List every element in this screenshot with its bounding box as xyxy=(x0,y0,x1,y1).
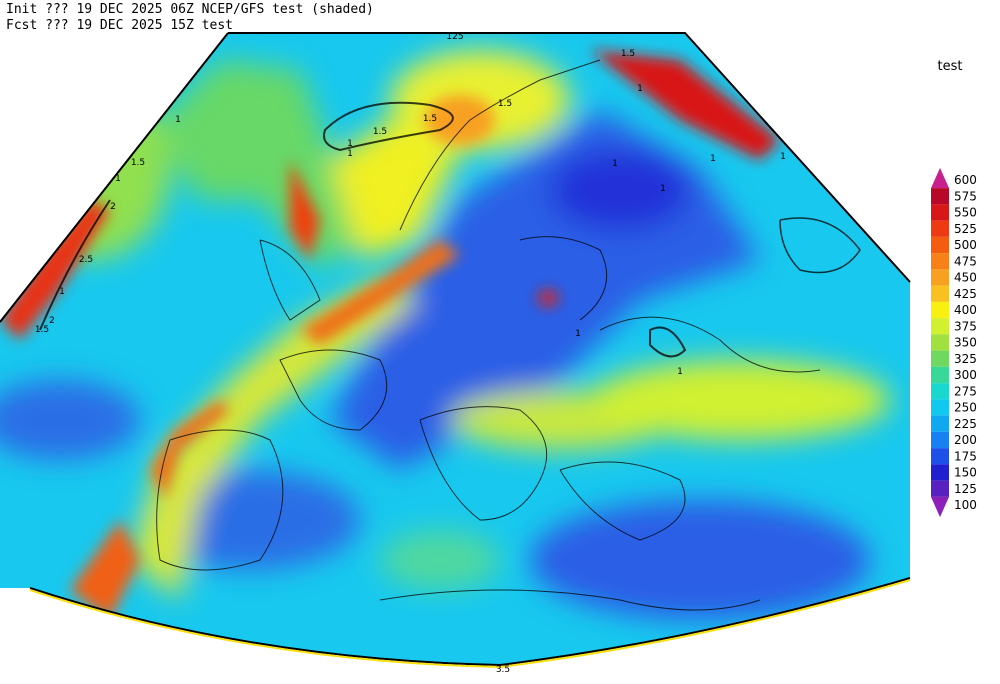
colorbar-label: 200 xyxy=(954,433,977,447)
colorbar-label: 575 xyxy=(954,189,977,203)
colorbar-label: 250 xyxy=(954,401,977,415)
contour-label: 1 xyxy=(347,139,353,149)
colorbar-box xyxy=(931,334,949,351)
contour-label: 1 xyxy=(612,159,618,169)
header-line: Init ??? 19 DEC 2025 06Z NCEP/GFS test (… xyxy=(6,2,374,17)
colorbar-label: 375 xyxy=(954,319,977,333)
contour-label: 1 xyxy=(660,184,666,194)
contour-label: 1.5 xyxy=(131,158,145,168)
header-line: Fcst ??? 19 DEC 2025 15Z test xyxy=(6,18,233,33)
colorbar-box xyxy=(931,253,949,270)
colorbar-box xyxy=(931,318,949,335)
colorbar-box xyxy=(931,350,949,367)
contour-label: 3.5 xyxy=(496,665,510,675)
contour-label: 2.5 xyxy=(79,255,93,265)
contour-label: 1 xyxy=(780,152,786,162)
colorbar-box xyxy=(931,301,949,319)
contour-label: 1 xyxy=(710,154,716,164)
contour-labels: 125 1.5 1.5 1 1 1.5 1.5 1 1 1 1 1 1 1.5 … xyxy=(35,32,786,675)
colorbar-label: 175 xyxy=(954,449,977,463)
colorbar-label: 450 xyxy=(954,271,977,285)
map-border xyxy=(0,32,911,667)
colorbar-box xyxy=(931,431,949,449)
contour-label: 125 xyxy=(446,32,463,42)
colorbar-box xyxy=(931,383,949,400)
colorbar-label: 400 xyxy=(954,303,977,317)
colorbar-label: 225 xyxy=(954,417,977,431)
contour-label: 1.5 xyxy=(498,99,512,109)
colorbar-box xyxy=(931,415,949,432)
contour-label: 2 xyxy=(110,202,116,212)
colorbar-box xyxy=(931,480,949,497)
colorbar-label: 125 xyxy=(954,482,977,496)
contour-label: 1 xyxy=(347,149,353,159)
contour-label: 1 xyxy=(115,174,121,184)
colorbar-label: 425 xyxy=(954,287,977,301)
contour-label: 1.5 xyxy=(35,325,49,335)
colorbar-box xyxy=(931,448,949,465)
colorbar-label: 500 xyxy=(954,238,977,252)
colorbar-label: 325 xyxy=(954,352,977,366)
colorbar: 600 575 550 525 500 475 450 425 400 375 350 325 300 2… xyxy=(931,167,977,518)
contour-label: 1.5 xyxy=(423,114,437,124)
colorbar-box xyxy=(931,220,949,237)
colorbar-box xyxy=(931,188,949,205)
contour-label: 1 xyxy=(575,329,581,339)
colorbar-box xyxy=(931,204,949,221)
colorbar-label: 300 xyxy=(954,368,977,382)
colorbar-box xyxy=(931,366,949,384)
colorbar-box xyxy=(931,399,949,416)
contour-label: 1 xyxy=(59,287,65,297)
colorbar-box xyxy=(931,285,949,302)
colorbar-box xyxy=(931,269,949,286)
colorbar-label: 350 xyxy=(954,336,977,350)
colorbar-label: 600 xyxy=(954,173,977,187)
contour-label: 1.5 xyxy=(621,49,635,59)
colorbar-box xyxy=(931,464,949,481)
colorbar-label: 100 xyxy=(954,498,977,512)
contour-label: 1 xyxy=(677,367,683,377)
contour-label: 2 xyxy=(49,316,55,326)
colorbar-label: 150 xyxy=(954,466,977,480)
contour-label: 1 xyxy=(637,84,643,94)
legend-title: test xyxy=(938,59,963,74)
colorbar-label: 475 xyxy=(954,254,977,268)
contour-label: 1 xyxy=(175,115,181,125)
colorbar-cap xyxy=(931,496,949,518)
map-border-rim xyxy=(29,579,911,669)
map-field xyxy=(0,33,910,665)
colorbar-label: 275 xyxy=(954,384,977,398)
colorbar-label: 525 xyxy=(954,222,977,236)
colorbar-cap xyxy=(931,167,949,189)
colorbar-box xyxy=(931,236,949,254)
colorbar-label: 550 xyxy=(954,206,977,220)
contour-label: 1.5 xyxy=(373,127,387,137)
